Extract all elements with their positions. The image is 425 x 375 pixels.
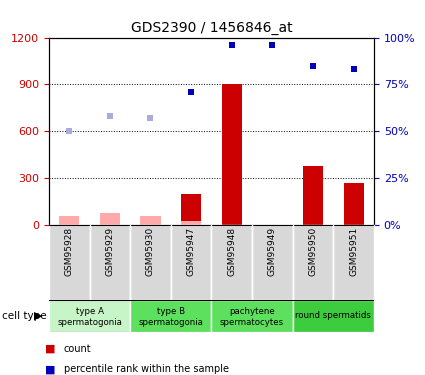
Point — [310, 63, 317, 69]
Bar — [343, 183, 364, 225]
Bar — [130, 300, 211, 332]
Bar — [59, 216, 79, 225]
Point — [106, 113, 113, 119]
Bar — [252, 225, 293, 300]
Text: GSM95947: GSM95947 — [187, 227, 196, 276]
Point — [350, 66, 357, 72]
Text: GSM95928: GSM95928 — [65, 227, 74, 276]
Title: GDS2390 / 1456846_at: GDS2390 / 1456846_at — [130, 21, 292, 35]
Bar — [100, 213, 120, 225]
Bar — [293, 225, 333, 300]
Bar — [181, 220, 201, 225]
Text: cell type: cell type — [2, 311, 47, 321]
Bar — [211, 300, 293, 332]
Point — [188, 89, 195, 95]
Text: ■: ■ — [45, 364, 55, 374]
Point — [66, 128, 73, 134]
Bar — [333, 225, 374, 300]
Text: type B: type B — [157, 307, 185, 316]
Text: spermatogonia: spermatogonia — [57, 318, 122, 327]
Bar — [140, 216, 161, 225]
Bar — [49, 225, 90, 300]
Text: type A: type A — [76, 307, 104, 316]
Point — [269, 42, 276, 48]
Bar — [49, 300, 130, 332]
Text: spermatocytes: spermatocytes — [220, 318, 284, 327]
Bar — [90, 225, 130, 300]
Text: ■: ■ — [45, 344, 55, 354]
Text: pachytene: pachytene — [229, 307, 275, 316]
Bar — [221, 84, 242, 225]
Bar — [303, 166, 323, 225]
Bar — [211, 225, 252, 300]
Text: GSM95949: GSM95949 — [268, 227, 277, 276]
Text: ▶: ▶ — [34, 311, 42, 321]
Text: percentile rank within the sample: percentile rank within the sample — [64, 364, 229, 374]
Point — [228, 42, 235, 48]
Text: GSM95951: GSM95951 — [349, 227, 358, 276]
Text: GSM95930: GSM95930 — [146, 227, 155, 276]
Text: round spermatids: round spermatids — [295, 311, 371, 320]
Text: GSM95950: GSM95950 — [309, 227, 317, 276]
Bar — [130, 225, 171, 300]
Text: GSM95929: GSM95929 — [105, 227, 114, 276]
Text: count: count — [64, 344, 91, 354]
Text: GSM95948: GSM95948 — [227, 227, 236, 276]
Bar — [293, 300, 374, 332]
Bar — [181, 194, 201, 225]
Text: spermatogonia: spermatogonia — [139, 318, 203, 327]
Point — [147, 115, 154, 121]
Bar — [171, 225, 211, 300]
